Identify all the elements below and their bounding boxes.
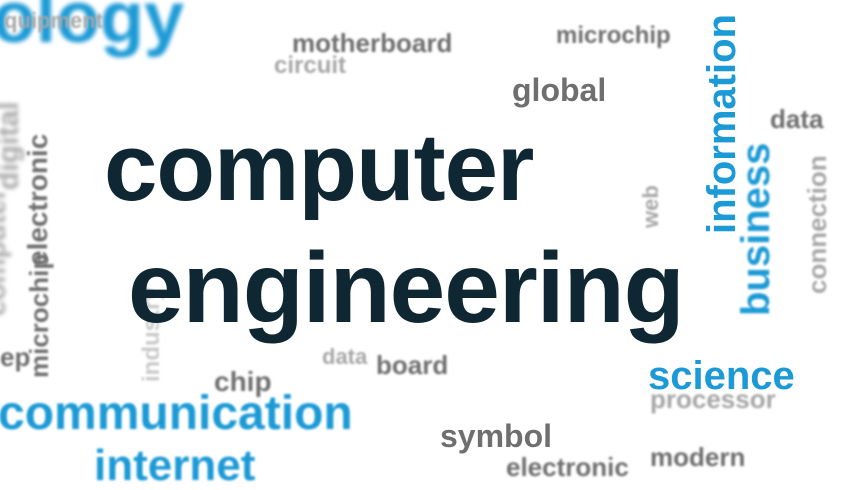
word-internet: internet <box>94 441 256 490</box>
word-data-right: data <box>770 104 824 134</box>
word-science: science <box>648 354 795 398</box>
word-equipment: quipment <box>4 8 103 33</box>
word-cloud-canvas: { "headline": { "line1": "computer", "li… <box>0 0 832 488</box>
word-computer-left: computer <box>0 188 11 316</box>
word-connection: connection <box>802 155 832 294</box>
word-digital: digital <box>0 101 25 190</box>
word-electronic-bottom: electronic <box>506 452 629 482</box>
word-business: business <box>734 142 778 316</box>
word-processor: processor <box>650 384 776 414</box>
word-web: web <box>638 185 663 228</box>
word-chip: chip <box>214 366 272 397</box>
word-data-mid: data <box>322 344 368 369</box>
word-global: global <box>512 72 607 108</box>
word-electronic-left: electronic <box>22 133 53 266</box>
headline-line-1: computer <box>104 114 534 221</box>
word-modern: modern <box>650 442 746 472</box>
word-symbol: symbol <box>440 418 553 454</box>
word-communication: communication <box>0 387 353 440</box>
word-board: board <box>376 350 449 380</box>
word-ology: ology <box>0 0 184 58</box>
word-microchip-top: microchip <box>556 22 671 49</box>
word-motherboard: motherboard <box>292 28 453 58</box>
word-circuit: circuit <box>274 52 347 79</box>
headline-line-2: engineering <box>128 232 685 344</box>
word-ep: ep <box>0 342 31 372</box>
